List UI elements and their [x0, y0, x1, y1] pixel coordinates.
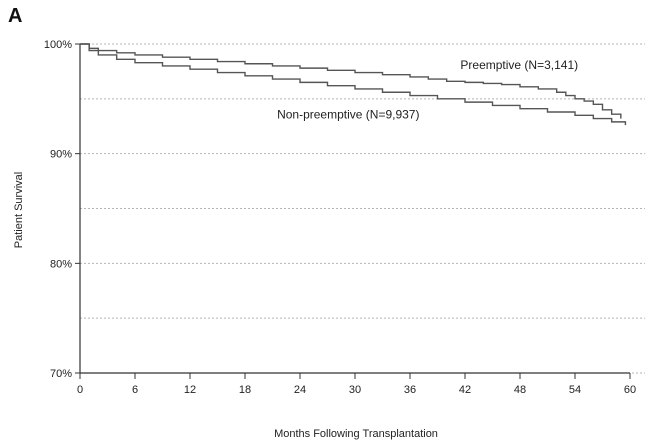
- y-tick-label: 80%: [50, 258, 72, 270]
- x-tick-label: 24: [294, 384, 306, 396]
- x-tick-label: 30: [349, 384, 361, 396]
- x-tick-label: 12: [184, 384, 196, 396]
- y-axis-label: Patient Survival: [13, 172, 25, 248]
- y-tick-label: 100%: [44, 39, 72, 51]
- series-label-non-preemptive: Non-preemptive (N=9,937): [277, 108, 419, 122]
- y-tick-label: 70%: [50, 368, 72, 380]
- x-tick-label: 54: [569, 384, 581, 396]
- series-line-preemptive: [80, 43, 622, 119]
- x-tick-labels: 0 6 12 18 24 30 36 42 48 54 60: [77, 373, 636, 396]
- axes: [79, 44, 630, 374]
- series-lines: [80, 43, 627, 126]
- x-tick-label: 18: [239, 384, 251, 396]
- gridlines: [80, 43, 645, 374]
- series-line-non-preemptive: [80, 43, 627, 126]
- series-label-preemptive: Preemptive (N=3,141): [460, 58, 578, 72]
- series-labels: Preemptive (N=3,141) Non-preemptive (N=9,…: [277, 58, 578, 121]
- y-tick-labels: 100% 90% 80% 70%: [44, 39, 80, 380]
- y-tick-label: 90%: [50, 149, 72, 161]
- x-tick-label: 36: [404, 384, 416, 396]
- x-tick-label: 60: [624, 384, 636, 396]
- x-tick-label: 0: [77, 384, 83, 396]
- x-tick-label: 6: [132, 384, 138, 396]
- x-axis-label: Months Following Transplantation: [274, 428, 438, 440]
- x-tick-label: 48: [514, 384, 526, 396]
- panel-letter: A: [8, 5, 22, 27]
- x-tick-label: 42: [459, 384, 471, 396]
